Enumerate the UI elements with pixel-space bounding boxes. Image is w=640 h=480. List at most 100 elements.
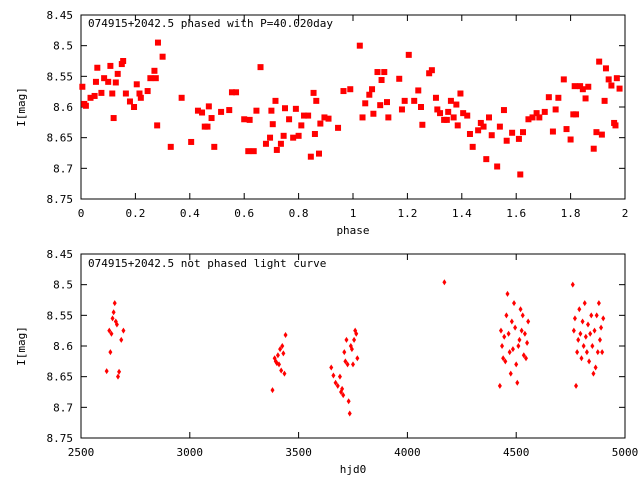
- data-point: [159, 53, 166, 60]
- data-point: [454, 122, 461, 129]
- data-point: [519, 327, 524, 334]
- data-point: [589, 312, 594, 319]
- data-point: [525, 116, 532, 123]
- data-point: [594, 312, 599, 319]
- data-point: [205, 103, 212, 110]
- data-point: [121, 327, 126, 334]
- data-point: [352, 336, 357, 343]
- data-point: [112, 300, 117, 307]
- data-point: [211, 143, 218, 150]
- data-point: [267, 134, 274, 141]
- data-point: [245, 148, 252, 155]
- y-tick-label: 8.65: [47, 371, 74, 384]
- data-point: [92, 78, 99, 85]
- x-tick-label: 3000: [177, 446, 204, 459]
- data-point: [178, 94, 185, 101]
- data-point: [114, 321, 119, 328]
- x-tick-label: 4500: [503, 446, 530, 459]
- data-point: [347, 410, 352, 417]
- data-point: [316, 150, 322, 157]
- y-tick-label: 8.65: [47, 132, 74, 145]
- data-point: [273, 146, 280, 153]
- data-point: [586, 321, 591, 328]
- data-point: [105, 78, 112, 85]
- data-point: [122, 90, 129, 97]
- data-point: [555, 94, 562, 101]
- data-point: [469, 143, 476, 150]
- data-point: [500, 107, 507, 114]
- data-point: [137, 94, 144, 101]
- data-point: [504, 312, 509, 319]
- data-point: [483, 156, 490, 163]
- data-point: [283, 331, 288, 338]
- data-point: [616, 85, 623, 92]
- data-point: [98, 89, 105, 96]
- data-point: [152, 75, 159, 82]
- data-point: [445, 108, 452, 115]
- data-point: [307, 153, 314, 160]
- y-tick-label: 8.7: [53, 401, 73, 414]
- data-point: [549, 128, 556, 135]
- data-point: [305, 112, 312, 119]
- data-point: [321, 114, 328, 121]
- x-tick-label: 3500: [285, 446, 312, 459]
- data-point: [370, 110, 377, 117]
- data-point: [579, 355, 584, 362]
- data-point: [613, 75, 620, 82]
- x-tick-label: 2500: [68, 446, 95, 459]
- data-point: [595, 349, 600, 356]
- data-point: [419, 121, 426, 128]
- x-tick-label: 0.4: [180, 207, 200, 220]
- data-point: [584, 349, 589, 356]
- data-point: [218, 108, 225, 115]
- x-tick-label: 0.6: [234, 207, 254, 220]
- data-point: [369, 86, 376, 93]
- chart-title: 074915+2042.5 not phased light curve: [88, 257, 326, 270]
- y-tick-label: 8.55: [47, 309, 74, 322]
- y-tick-label: 8.5: [53, 40, 73, 53]
- data-point: [282, 370, 287, 377]
- data-point: [447, 97, 454, 104]
- data-point: [494, 163, 501, 170]
- x-axis-label: phase: [336, 224, 369, 237]
- data-point: [194, 107, 201, 114]
- data-point: [475, 127, 482, 134]
- data-point: [131, 104, 138, 110]
- data-point: [253, 107, 260, 114]
- y-tick-label: 8.55: [47, 70, 74, 83]
- data-point: [378, 77, 385, 84]
- data-point: [401, 97, 408, 104]
- data-point: [592, 327, 597, 334]
- data-point: [246, 116, 253, 123]
- data-point: [545, 94, 552, 101]
- data-point: [434, 106, 441, 113]
- x-tick-label: 4000: [394, 446, 421, 459]
- data-point: [437, 110, 444, 117]
- data-point: [133, 81, 140, 88]
- data-point: [477, 119, 484, 126]
- data-point: [346, 398, 351, 405]
- data-point: [518, 306, 523, 313]
- y-tick-label: 8.45: [47, 248, 74, 261]
- data-point: [114, 70, 121, 77]
- data-point: [508, 370, 513, 377]
- data-point: [571, 327, 576, 334]
- data-point: [608, 82, 615, 89]
- data-point: [498, 327, 503, 334]
- data-point: [208, 115, 215, 122]
- data-point: [522, 330, 527, 337]
- y-tick-label: 8.6: [53, 340, 73, 353]
- data-point: [110, 115, 117, 122]
- data-point: [415, 87, 422, 94]
- data-point: [354, 330, 359, 337]
- data-point: [523, 355, 528, 362]
- data-point: [464, 112, 471, 119]
- data-point: [601, 97, 608, 104]
- data-point: [270, 387, 275, 394]
- data-point: [107, 327, 112, 334]
- data-point: [517, 171, 524, 178]
- data-point: [598, 131, 605, 138]
- data-point: [313, 97, 320, 104]
- data-point: [331, 372, 336, 379]
- data-point: [521, 352, 526, 359]
